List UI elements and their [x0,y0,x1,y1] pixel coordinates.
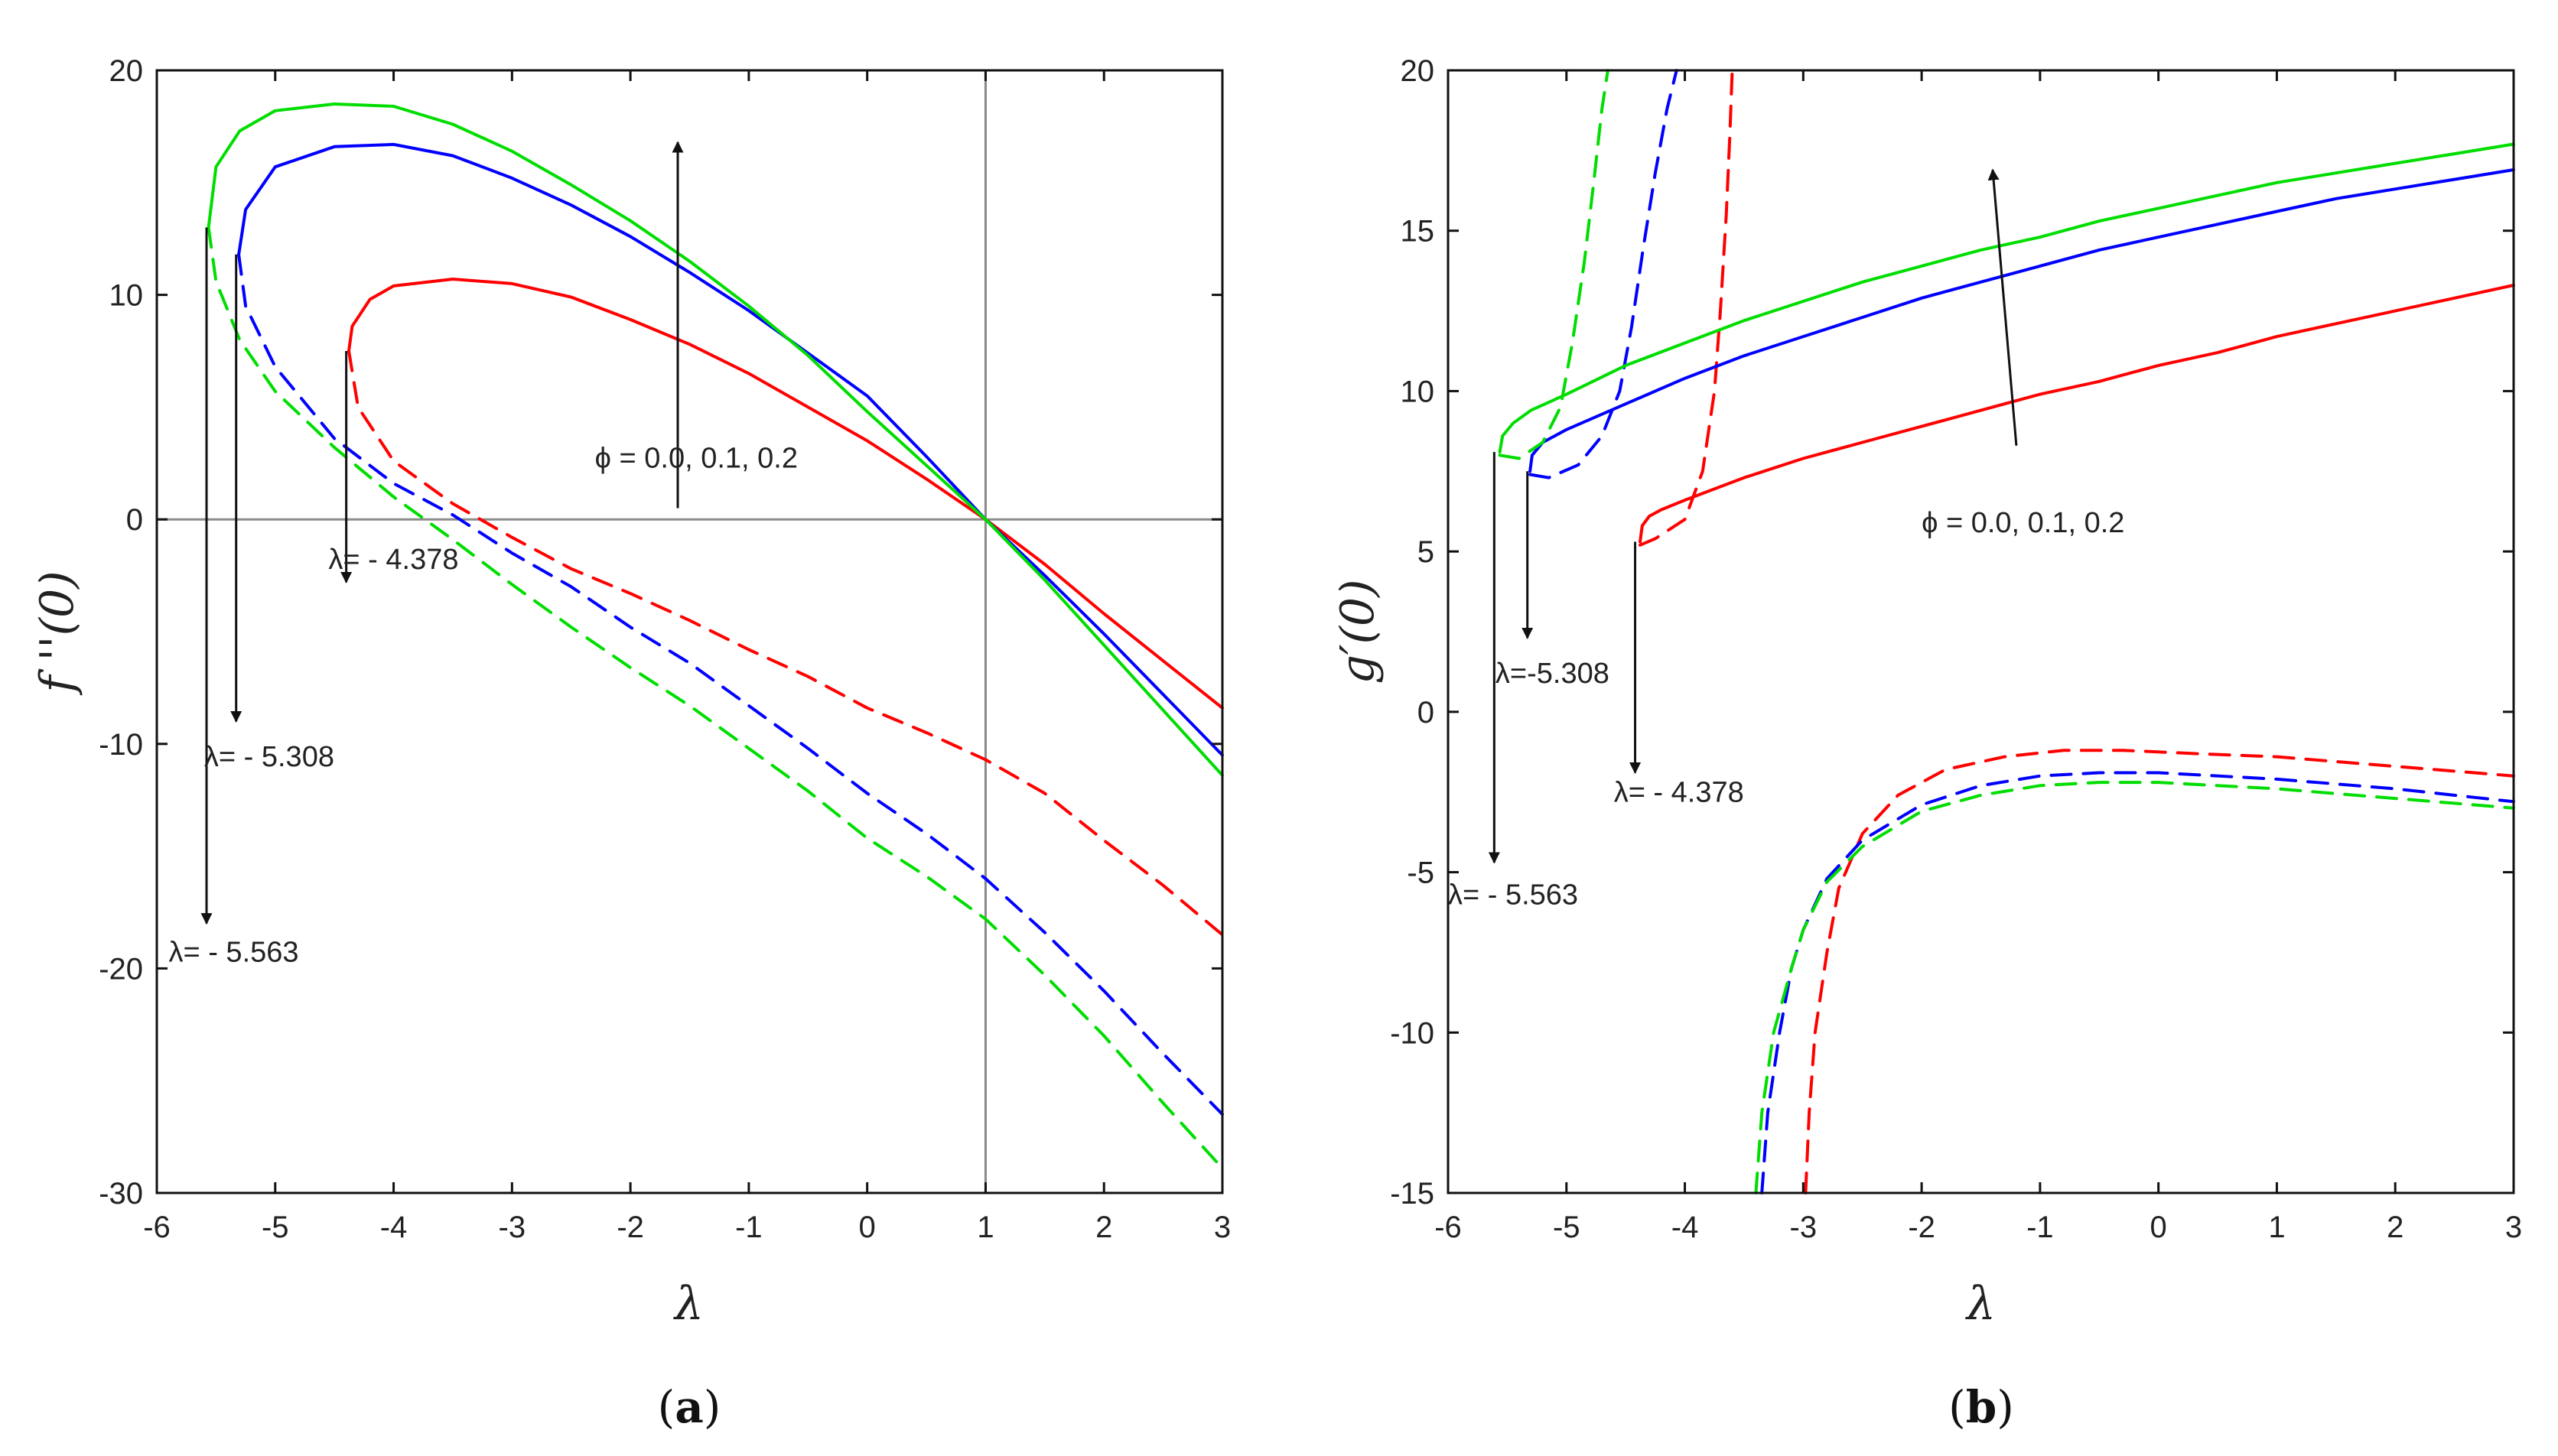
chart-b-y-tick-label: 10 [1401,375,1435,408]
chart-a-frame [155,69,1224,1194]
chart-a-x-tick-label: -5 [262,1211,289,1244]
chart-a-y-tick-label: 20 [109,54,144,88]
chart-b-y-tick-label: -15 [1390,1177,1434,1211]
chart-b-y-tick-label: 0 [1417,696,1434,730]
chart-b-annotation-0: ϕ = 0.0, 0.1, 0.2 [1922,507,2124,539]
chart-a-y-tick-label: 10 [109,279,144,313]
chart-a-series-line-2 [237,142,1224,757]
chart-b-annotation-2: λ= - 4.378 [1614,776,1744,808]
chart-b-y-tick-label: 15 [1401,215,1435,249]
chart-a-x-tick-label: -6 [143,1211,171,1244]
chart-a-y-tick-label: 0 [126,503,143,537]
chart-b-series-line-1 [1639,69,1734,547]
chart-a-y-tick-label: -10 [99,728,143,762]
chart-a-x-tick-label: -2 [617,1211,644,1244]
chart-a-series-line-5 [207,226,1224,1170]
chart-a-grid [157,70,1222,1193]
chart-b-annotations: ϕ = 0.0, 0.1, 0.2 λ=-5.308 λ= - 4.378 λ= - … [1448,507,2124,912]
chart-a-annotation-1: λ= - 4.378 [328,544,458,576]
chart-b-series-line-6 [1498,142,2515,454]
chart-b-x-tick-label: -5 [1553,1211,1580,1244]
chart-b-x-axis-label: λ [1965,1277,1996,1331]
chart-a-x-tick-label: 2 [1095,1211,1112,1244]
chart-a-x-tick-label: -4 [380,1211,408,1244]
chart-b-y-tick-label: -10 [1390,1016,1434,1050]
chart-a-annotation-2: λ= - 5.308 [204,741,334,773]
chart-b-series-line-5 [1760,771,2515,1194]
chart-b-x-tick-label: -6 [1434,1211,1462,1244]
chart-b-series [1498,69,2515,1194]
chart-b-series-line-8 [1754,781,2515,1194]
chart-a-panel-label: (a) [658,1381,721,1433]
chart-b-annotation-arrow-0 [1987,168,2018,446]
chart-b-x-tick-label: 3 [2505,1211,2522,1244]
chart-b-series-line-7 [1498,69,1609,460]
chart-b-y-axis-label: g′(0) [1331,579,1385,684]
chart-b-x-tick-label: 2 [2387,1211,2403,1244]
chart-a-annotations: ϕ = 0.0, 0.1, 0.2 λ= - 4.378 λ= - 5.308 λ= … [168,443,797,969]
chart-b-series-line-4 [1528,69,1678,479]
chart-b-annotation-3: λ= - 5.563 [1448,879,1578,912]
chart-a-x-tick-label: 0 [859,1211,876,1244]
chart-a-x-tick-label: -3 [499,1211,526,1244]
chart-a-series-line-0 [347,278,1224,710]
chart-a-arrows [200,141,684,925]
chart-a-panel-letter: a [675,1381,704,1433]
chart-b-x-tick-label: -3 [1790,1211,1818,1244]
chart-b-series-line-2 [1804,749,2515,1194]
chart-b-annotation-1: λ=-5.308 [1495,658,1609,690]
chart-a-annotation-3: λ= - 5.563 [168,937,298,969]
chart-a-series-line-1 [347,349,1224,937]
chart-a-x-tick-label: -1 [735,1211,763,1244]
chart-a-series-line-4 [207,102,1224,777]
chart-a-annotation-0: ϕ = 0.0, 0.1, 0.2 [595,443,798,475]
chart-a-x-axis-label: λ [673,1277,704,1331]
chart-b-panel-letter: b [1966,1381,1997,1433]
chart-a-y-axis-label: f ''(0) [31,570,84,695]
chart-a-series-line-3 [237,252,1224,1116]
chart-b-series-line-0 [1639,284,2515,544]
chart-b-frame [1447,69,2515,1194]
chart-a-series [207,102,1224,1170]
chart-a-x-tick-label: 3 [1214,1211,1231,1244]
chart-a-x-tick-label: 1 [977,1211,994,1244]
chart-a-y-tick-label: -20 [99,952,143,986]
chart-b-x-tick-label: -1 [2026,1211,2054,1244]
chart-b-series-line-3 [1528,168,2515,473]
chart-b-y-tick-label: 5 [1417,535,1434,569]
chart-b-arrows [1488,168,2018,864]
chart-a-y-tick-label: -30 [99,1177,143,1211]
chart-b-x-tick-label: -4 [1671,1211,1699,1244]
chart-b-y-tick-label: 20 [1401,54,1435,88]
chart-b-x-tick-label: 1 [2268,1211,2285,1244]
chart-b-y-tick-label: -5 [1407,856,1434,890]
chart-b-x-tick-label: 0 [2150,1211,2167,1244]
chart-b-x-tick-label: -2 [1908,1211,1935,1244]
chart-b-panel-label: (b) [1948,1381,2014,1433]
